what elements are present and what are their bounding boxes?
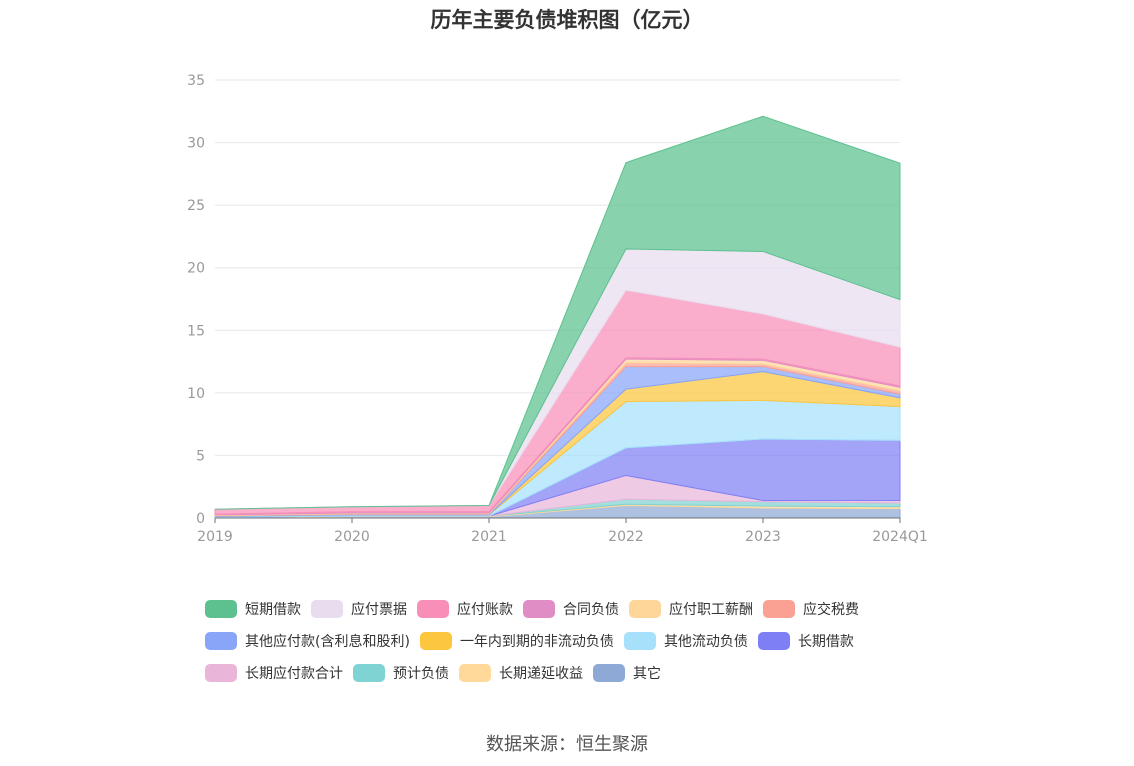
chart-title: 历年主要负债堆积图（亿元） [430, 8, 704, 32]
legend-label: 长期借款 [797, 634, 854, 650]
legend-label: 应付账款 [457, 602, 513, 618]
y-tick-label: 25 [187, 198, 205, 214]
legend-swatch [205, 600, 237, 618]
x-tick-label: 2022 [608, 529, 644, 545]
legend-label: 合同负债 [563, 602, 619, 618]
legend-item[interactable]: 应交税费 [763, 598, 859, 620]
y-tick-label: 20 [187, 261, 205, 277]
legend-label: 一年内到期的非流动负债 [459, 634, 614, 650]
legend-label: 长期应付款合计 [245, 666, 343, 682]
y-tick-label: 5 [196, 448, 205, 464]
legend-swatch [311, 600, 343, 618]
area-series[interactable] [214, 115, 901, 510]
legend: 短期借款 应付票据 应付账款 合同负债 应付职工薪酬 应交税费其他应付款(含利息和股利) 一… [205, 598, 985, 684]
x-tick-label: 2021 [471, 529, 507, 545]
y-tick-label: 30 [187, 136, 205, 152]
legend-swatch [417, 600, 449, 618]
legend-label: 应交税费 [803, 602, 859, 618]
legend-item[interactable]: 其它 [593, 662, 661, 684]
axis-layer: 0 5 10 15 20 25 30 35 2019 2020 2021 2022 2023 2024Q1 [187, 73, 928, 545]
legend-item[interactable]: 应付票据 [311, 598, 407, 620]
legend-swatch [763, 600, 795, 618]
legend-item[interactable]: 长期借款 [757, 630, 854, 652]
legend-swatch [459, 664, 491, 682]
legend-swatch [419, 632, 452, 650]
legend-item[interactable]: 预计负债 [353, 662, 449, 684]
legend-label: 其它 [633, 666, 661, 682]
y-tick-label: 10 [187, 386, 205, 402]
legend-label: 长期递延收益 [499, 666, 583, 682]
legend-swatch [757, 632, 790, 650]
legend-swatch [593, 664, 625, 682]
area-layer [214, 115, 901, 519]
legend-item[interactable]: 长期递延收益 [459, 662, 583, 684]
legend-item[interactable]: 合同负债 [523, 598, 619, 620]
legend-item[interactable]: 应付账款 [417, 598, 513, 620]
y-tick-label: 0 [196, 511, 205, 527]
legend-label: 应付职工薪酬 [669, 602, 753, 618]
x-tick-label: 2020 [334, 529, 370, 545]
legend-label: 短期借款 [245, 602, 301, 618]
legend-swatch [205, 632, 237, 650]
x-tick-label: 2023 [745, 529, 781, 545]
legend-label: 预计负债 [393, 666, 449, 682]
y-tick-label: 35 [187, 73, 205, 89]
legend-swatch [523, 600, 555, 618]
legend-swatch [623, 632, 656, 650]
stacked-area-chart: 0 5 10 15 20 25 30 35 2019 2020 2021 2022 2023 2024Q1 [187, 73, 928, 545]
legend-item[interactable]: 其他应付款(含利息和股利) [205, 630, 410, 652]
legend-swatch [205, 664, 237, 682]
legend-label: 应付票据 [351, 602, 407, 618]
legend-label: 其他应付款(含利息和股利) [245, 634, 410, 650]
legend-item[interactable]: 其他流动负债 [623, 630, 748, 652]
source-note: 数据来源：恒生聚源 [486, 734, 648, 755]
legend-item[interactable]: 短期借款 [205, 598, 301, 620]
y-tick-label: 15 [187, 323, 205, 339]
legend-item[interactable]: 应付职工薪酬 [629, 598, 753, 620]
legend-item[interactable]: 长期应付款合计 [205, 662, 343, 684]
legend-swatch [629, 600, 661, 618]
legend-swatch [353, 664, 385, 682]
legend-item[interactable]: 一年内到期的非流动负债 [419, 630, 614, 652]
legend-label: 其他流动负债 [663, 634, 748, 650]
x-tick-label: 2019 [197, 529, 233, 545]
x-tick-label: 2024Q1 [872, 529, 928, 545]
